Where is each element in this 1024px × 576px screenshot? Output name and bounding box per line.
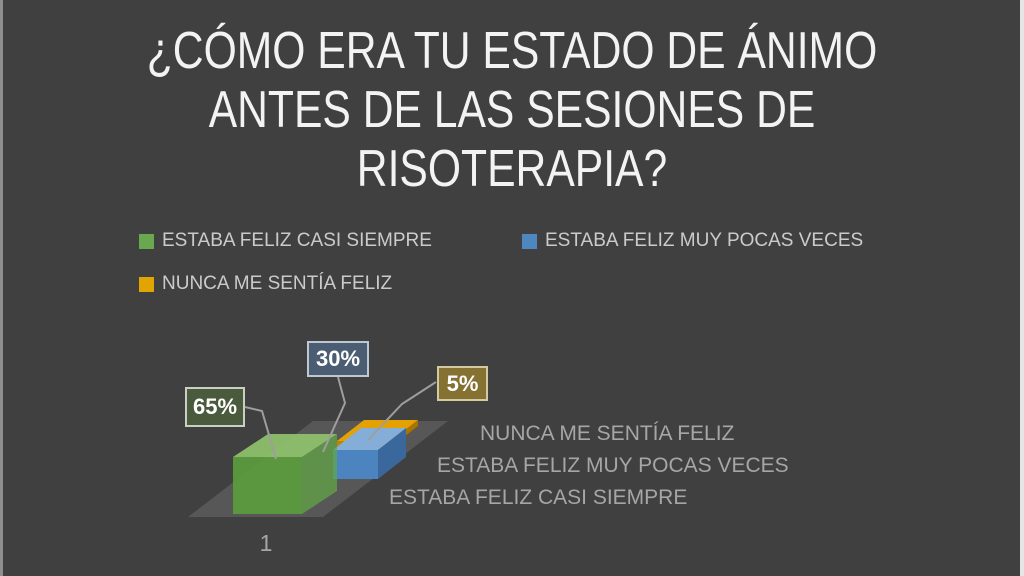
series-axis-label-estaba-feliz-muy-pocas-veces[interactable]: ESTABA FELIZ MUY POCAS VECES: [437, 454, 789, 477]
legend-label: ESTABA FELIZ CASI SIEMPRE: [162, 230, 432, 251]
bar-blue-side: [378, 428, 406, 479]
data-label-5[interactable]: 5%: [437, 366, 488, 401]
series-axis-label-estaba-feliz-casi-siempre[interactable]: ESTABA FELIZ CASI SIEMPRE: [389, 486, 688, 509]
bar-green-top: [233, 434, 337, 457]
legend-item-nunca-me-sentia-feliz[interactable]: NUNCA ME SENTÍA FELIZ: [139, 273, 392, 295]
data-label-65[interactable]: 65%: [185, 387, 245, 427]
bar-estaba-feliz-casi-siempre[interactable]: [233, 434, 337, 514]
series-axis-label-nunca-me-sentia-feliz[interactable]: NUNCA ME SENTÍA FELIZ: [480, 422, 735, 445]
data-label-30-text: 30%: [315, 346, 361, 371]
legend-swatch-blue-icon: [522, 233, 537, 249]
slide-title[interactable]: ¿CÓMO ERA TU ESTADO DE ÁNIMO ANTES DE LA…: [92, 22, 932, 199]
leader-line-30: [322, 376, 347, 453]
data-label-65-text: 65%: [192, 394, 238, 419]
data-label-5-text: 5%: [446, 370, 479, 396]
legend-item-estaba-feliz-muy-pocas-veces[interactable]: ESTABA FELIZ MUY POCAS VECES: [522, 230, 863, 252]
slide-edge-left: [0, 0, 3, 576]
category-axis-label[interactable]: 1: [259, 530, 273, 556]
slide-title-line-2: ANTES DE LAS SESIONES DE: [208, 81, 816, 139]
leader-line-5: [367, 381, 437, 441]
slide-edge-right: [1020, 0, 1024, 576]
bar-blue-front: [333, 450, 378, 479]
legend-swatch-orange-icon: [139, 276, 154, 292]
legend-label: ESTABA FELIZ MUY POCAS VECES: [545, 230, 864, 251]
bar-green-front: [233, 457, 302, 514]
legend-item-estaba-feliz-casi-siempre[interactable]: ESTABA FELIZ CASI SIEMPRE: [139, 230, 432, 252]
leader-line-65: [244, 406, 277, 460]
legend-label: NUNCA ME SENTÍA FELIZ: [162, 273, 393, 294]
bar-green-side: [302, 434, 337, 514]
legend-swatch-green-icon: [139, 233, 154, 249]
data-label-30[interactable]: 30%: [307, 341, 369, 377]
slide-title-line-1: ¿CÓMO ERA TU ESTADO DE ÁNIMO: [146, 22, 878, 80]
slide-title-line-3: RISOTERAPIA?: [356, 140, 668, 198]
